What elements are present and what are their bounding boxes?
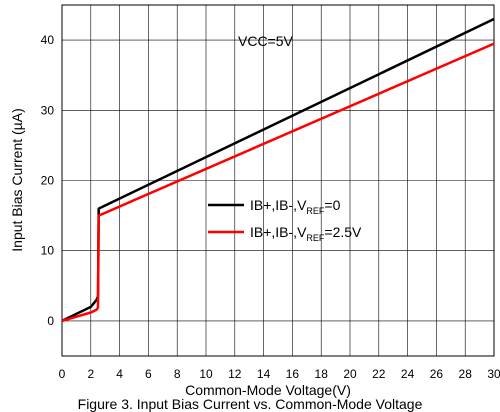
x-tick-label: 6 bbox=[145, 367, 152, 381]
legend-label-1-tail: =0 bbox=[324, 197, 340, 213]
y-tick-label: 10 bbox=[41, 244, 55, 258]
x-tick-label: 10 bbox=[199, 367, 213, 381]
x-tick-label: 28 bbox=[459, 367, 473, 381]
x-tick-label: 0 bbox=[59, 367, 66, 381]
y-tick-labels: 0 10 20 30 40 bbox=[41, 33, 55, 328]
legend-label-2-tail: =2.5V bbox=[324, 224, 362, 240]
x-tick-label: 18 bbox=[315, 367, 329, 381]
legend-label-1-main: IB+,IB-,V bbox=[250, 197, 307, 213]
x-tick-label: 24 bbox=[401, 367, 415, 381]
x-axis-title: Common-Mode Voltage(V) bbox=[185, 382, 351, 398]
x-tick-labels: 0 2 4 6 8 10 12 14 16 18 20 22 24 26 28 30 bbox=[59, 367, 500, 381]
x-tick-label: 30 bbox=[487, 367, 500, 381]
series-line-1 bbox=[61, 17, 495, 323]
y-tick-label: 20 bbox=[41, 174, 55, 188]
plot-frame bbox=[61, 4, 495, 357]
y-tick-label: 30 bbox=[41, 103, 55, 117]
x-tick-label: 2 bbox=[87, 367, 94, 381]
x-tick-label: 14 bbox=[257, 367, 271, 381]
x-tick-label: 22 bbox=[372, 367, 386, 381]
series-lines bbox=[61, 17, 495, 323]
x-tick-label: 20 bbox=[343, 367, 357, 381]
x-tick-label: 8 bbox=[174, 367, 181, 381]
figure-caption: Figure 3. Input Bias Current vs. Common-… bbox=[77, 396, 423, 412]
y-tick-label: 40 bbox=[41, 33, 55, 47]
legend: IB+,IB-,VREF=0 IB+,IB-,VREF=2.5V bbox=[208, 197, 362, 243]
legend-label-2-main: IB+,IB-,V bbox=[250, 224, 307, 240]
legend-label-2-sub: REF bbox=[306, 233, 325, 243]
x-tick-label: 26 bbox=[430, 367, 444, 381]
legend-label-1-sub: REF bbox=[306, 206, 325, 216]
vcc-annotation: VCC=5V bbox=[238, 33, 294, 49]
y-axis-title: Input Bias Current (µA) bbox=[9, 108, 25, 251]
x-tick-label: 12 bbox=[228, 367, 242, 381]
series-line-2 bbox=[61, 42, 495, 323]
legend-label-1: IB+,IB-,VREF=0 bbox=[250, 197, 341, 216]
y-tick-label: 0 bbox=[47, 314, 54, 328]
grid bbox=[62, 5, 494, 356]
x-tick-label: 16 bbox=[286, 367, 300, 381]
legend-label-2: IB+,IB-,VREF=2.5V bbox=[250, 224, 362, 243]
x-tick-label: 4 bbox=[116, 367, 123, 381]
